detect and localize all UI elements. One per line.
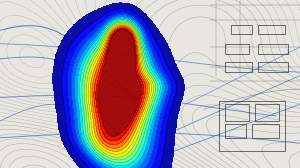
Bar [258,62,288,72]
Bar [219,101,285,151]
Bar [258,44,288,54]
Bar [231,25,252,34]
Bar [255,104,279,121]
Bar [225,44,249,54]
Bar [252,124,279,138]
Bar [225,124,246,138]
Bar [258,25,285,34]
Bar [225,104,249,121]
Bar [225,62,252,72]
